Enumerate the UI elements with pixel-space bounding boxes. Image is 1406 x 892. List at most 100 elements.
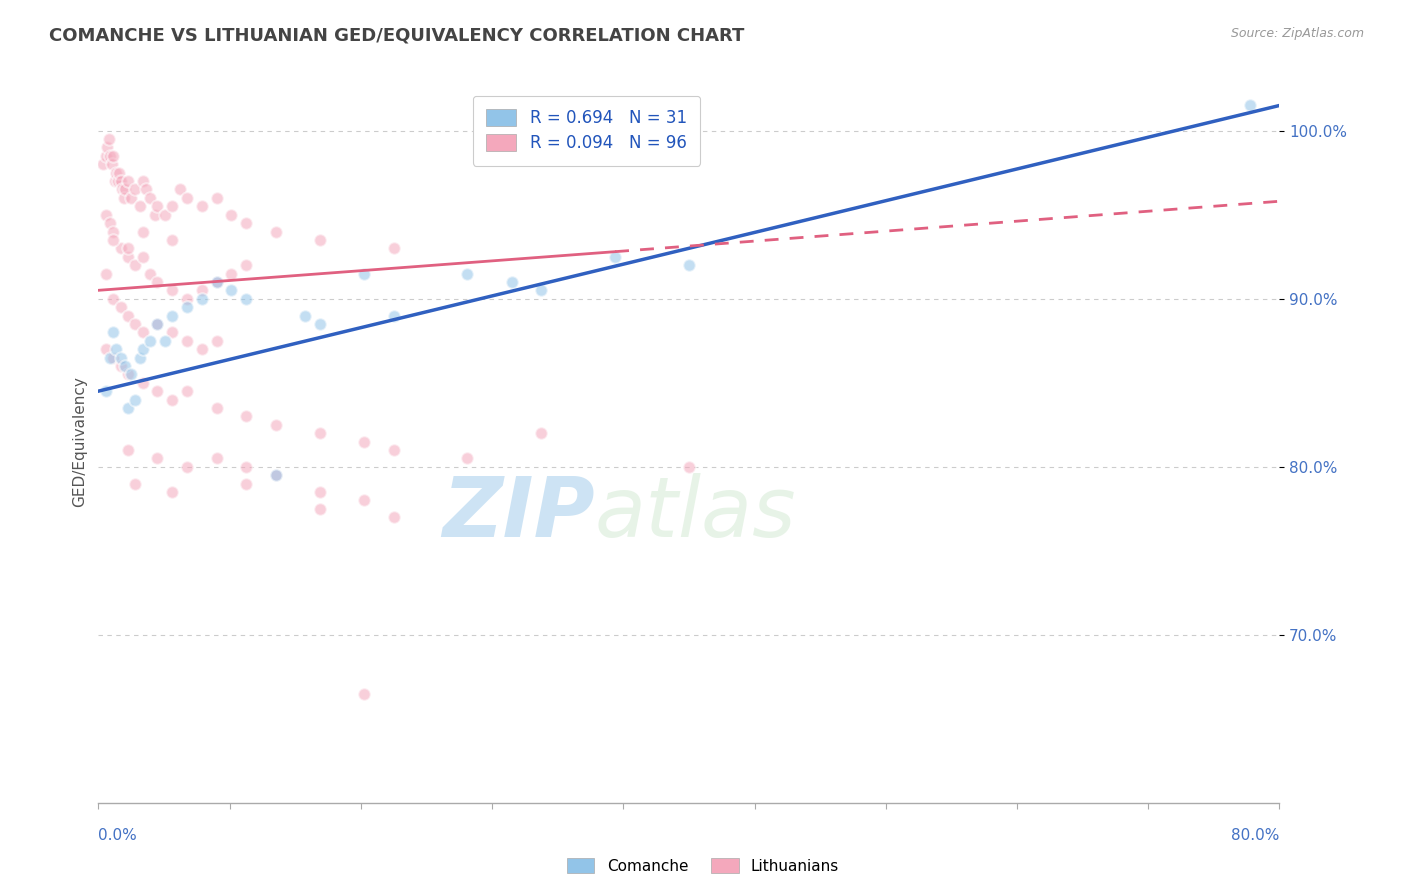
Point bbox=[124, 182, 146, 196]
Point bbox=[162, 392, 183, 407]
Point bbox=[132, 376, 155, 390]
Text: ZIP: ZIP bbox=[441, 474, 595, 554]
Point bbox=[94, 267, 117, 281]
Point bbox=[678, 258, 700, 272]
Point bbox=[176, 459, 198, 474]
Point bbox=[91, 157, 114, 171]
Point bbox=[117, 401, 139, 415]
Point bbox=[205, 334, 228, 348]
Point bbox=[94, 208, 117, 222]
Point bbox=[176, 300, 198, 314]
Point bbox=[235, 292, 257, 306]
Point bbox=[294, 309, 316, 323]
Point bbox=[94, 342, 117, 356]
Point bbox=[205, 191, 228, 205]
Point bbox=[176, 334, 198, 348]
Point bbox=[110, 359, 132, 373]
Y-axis label: GED/Equivalency: GED/Equivalency bbox=[72, 376, 87, 507]
Point bbox=[530, 426, 553, 441]
Point bbox=[114, 359, 136, 373]
Point bbox=[309, 317, 332, 331]
Point bbox=[221, 283, 243, 297]
Text: atlas: atlas bbox=[595, 474, 796, 554]
Point bbox=[120, 191, 142, 205]
Point bbox=[98, 351, 121, 365]
Point bbox=[94, 149, 117, 163]
Point bbox=[191, 292, 214, 306]
Point bbox=[124, 392, 146, 407]
Point bbox=[1239, 98, 1261, 112]
Point bbox=[146, 384, 169, 398]
Point bbox=[205, 275, 228, 289]
Point bbox=[605, 250, 627, 264]
Point bbox=[162, 485, 183, 500]
Point bbox=[124, 258, 146, 272]
Point bbox=[98, 216, 121, 230]
Point bbox=[98, 149, 121, 163]
Point bbox=[117, 442, 139, 457]
Point bbox=[530, 283, 553, 297]
Point bbox=[353, 493, 375, 508]
Point bbox=[132, 250, 155, 264]
Point bbox=[501, 275, 523, 289]
Point bbox=[169, 182, 191, 196]
Point bbox=[104, 174, 127, 188]
Point bbox=[264, 468, 287, 483]
Point bbox=[309, 233, 332, 247]
Point bbox=[235, 409, 257, 424]
Point bbox=[457, 451, 479, 466]
Point bbox=[264, 417, 287, 432]
Point bbox=[96, 140, 118, 154]
Point bbox=[162, 326, 183, 340]
Point bbox=[128, 351, 150, 365]
Point bbox=[205, 401, 228, 415]
Point bbox=[120, 368, 142, 382]
Point bbox=[105, 166, 128, 180]
Point bbox=[221, 267, 243, 281]
Point bbox=[135, 182, 157, 196]
Point bbox=[309, 485, 332, 500]
Point bbox=[110, 351, 132, 365]
Point bbox=[110, 300, 132, 314]
Point bbox=[103, 326, 125, 340]
Point bbox=[382, 442, 405, 457]
Point bbox=[124, 476, 146, 491]
Point bbox=[108, 166, 131, 180]
Point bbox=[191, 283, 214, 297]
Point bbox=[103, 292, 125, 306]
Point bbox=[114, 182, 136, 196]
Point bbox=[162, 233, 183, 247]
Point bbox=[353, 687, 375, 701]
Point bbox=[191, 342, 214, 356]
Point bbox=[191, 199, 214, 213]
Point bbox=[309, 426, 332, 441]
Point bbox=[143, 208, 166, 222]
Point bbox=[97, 132, 120, 146]
Point bbox=[107, 174, 129, 188]
Point bbox=[117, 241, 139, 255]
Point bbox=[221, 208, 243, 222]
Point bbox=[117, 174, 139, 188]
Point bbox=[103, 233, 125, 247]
Legend: Comanche, Lithuanians: Comanche, Lithuanians bbox=[561, 852, 845, 880]
Point bbox=[146, 317, 169, 331]
Point bbox=[112, 191, 135, 205]
Point bbox=[382, 241, 405, 255]
Point bbox=[235, 476, 257, 491]
Point bbox=[153, 208, 176, 222]
Point bbox=[103, 149, 125, 163]
Point bbox=[139, 267, 162, 281]
Point bbox=[146, 199, 169, 213]
Point bbox=[176, 292, 198, 306]
Point bbox=[353, 267, 375, 281]
Point bbox=[205, 275, 228, 289]
Point bbox=[94, 384, 117, 398]
Point bbox=[162, 199, 183, 213]
Point bbox=[103, 225, 125, 239]
Point bbox=[235, 459, 257, 474]
Point bbox=[132, 326, 155, 340]
Point bbox=[309, 501, 332, 516]
Point bbox=[382, 510, 405, 524]
Point bbox=[103, 351, 125, 365]
Point bbox=[132, 174, 155, 188]
